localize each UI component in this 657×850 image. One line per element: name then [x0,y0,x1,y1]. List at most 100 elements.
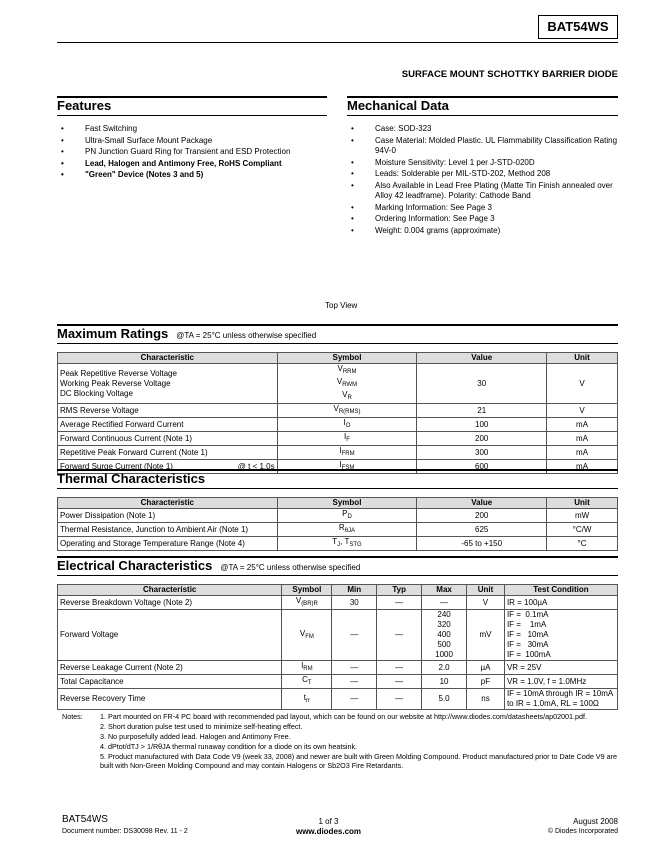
thermal-heading: Thermal Characteristics [57,471,618,489]
table-row: Power Dissipation (Note 1) PD 200 mW [57,508,618,523]
feature-item: PN Junction Guard Ring for Transient and… [57,147,327,158]
symbol-subscript: O [345,423,351,429]
unit-cell: mW [546,508,618,523]
min-cell: — [331,609,378,661]
unit-cell: pF [466,674,505,689]
symbol-cell: RθJA [276,522,418,537]
max-ratings-condition: @TA = 25°C unless otherwise specified [176,331,317,340]
footer-docnum: Document number: DS30098 Rev. 11 - 2 [62,828,188,835]
characteristic-cell: Reverse Recovery Time [56,688,283,710]
symbol-subscript: RRM [342,369,357,375]
feature-item: Ultra-Small Surface Mount Package [57,136,327,147]
column-header: Typ [376,584,423,596]
footer-page: 1 of 3 [318,817,339,826]
symbol-cell: TJ, TSTG [276,536,418,551]
characteristic-text: Peak Repetitive Reverse Voltage [60,368,177,378]
unit-cell: mA [546,431,618,446]
thermal-section: Thermal Characteristics Characteristic Sy… [57,469,618,551]
characteristic-text: Forward Continuous Current (Note 1) [60,433,193,443]
symbol-main: V [333,404,339,413]
table-row: Peak Repetitive Reverse Voltage Working P… [57,363,618,404]
characteristic-cell: Repetitive Peak Forward Current (Note 1) [57,445,278,460]
max-value: 1000 [435,650,453,659]
table-row: Reverse Leakage Current (Note 2) IRM — —2.0… [56,660,619,675]
table-header-row: Characteristic Symbol Min Typ Max Unit Test Co… [56,584,619,596]
mechanical-item: Moisture Sensitivity: Level 1 per J-STD-… [347,158,618,169]
typ-cell: — [376,595,423,610]
mechanical-item: Weight: 0.004 grams (approximate) [347,226,618,237]
symbol-main: I [339,446,342,455]
typ-cell: — [376,674,423,689]
symbol-subscript: RWM [342,382,358,388]
typ-cell: — [376,660,423,675]
column-header: Symbol [276,352,418,364]
footer-copyright: © Diodes Incorporated [547,828,618,835]
characteristic-text: Operating and Storage Temperature Range … [60,538,245,548]
symbol-subscript: rr [305,697,310,704]
value-cell: 21 [416,403,548,418]
table-row: Thermal Resistance, Junction to Ambient … [57,522,618,537]
characteristic-cell: Forward Voltage [56,609,283,661]
symbol-cell: trr [281,688,333,710]
min-cell: — [331,660,378,675]
symbol-cell: PD [276,508,418,523]
max-value: 320 [437,620,451,629]
symbol-main: , T [340,537,350,546]
unit-cell: µA [466,660,505,675]
min-cell: — [331,688,378,710]
symbol-main: I [301,661,304,670]
symbol-main: t [303,692,306,702]
test-condition-cell: IF = 10mA through IR = 10mA to IR = 1.0mA… [503,688,619,710]
footer-url[interactable]: www.diodes.com [295,827,362,836]
feature-item: Lead, Halogen and Antimony Free, RoHS Co… [57,159,327,170]
test-condition: IF = 30mA [506,640,549,649]
column-header: Min [331,584,378,596]
table-row: Reverse Recovery Time trr — —5.0 ns IF = 10mA… [56,688,619,710]
symbol-main: I [339,460,342,469]
max-cell: 240 320 400 500 1000 [421,609,468,661]
symbol-subscript: STG [349,542,362,548]
unit-cell: °C/W [546,522,618,537]
mechanical-item: Ordering Information: See Page 3 [347,214,618,225]
mechanical-list: Case: SOD-323Case Material: Molded Plast… [347,124,618,236]
symbol-main: V [336,377,343,386]
symbol-main: V [337,364,343,373]
test-condition: to IR = 1.0mA, RL = 100Ω [506,699,599,708]
column-header: Characteristic [56,584,283,596]
max-cell: 5.0 [421,688,468,710]
symbol-cell: CT [281,674,333,689]
max-ratings-heading: Maximum Ratings [57,326,169,341]
mechanical-item: Case: SOD-323 [347,124,618,135]
electrical-section: Electrical Characteristics @TA = 25°C unl… [56,556,619,710]
note-item: 3. No purposefully added lead. Halogen a… [100,732,291,741]
table-row: RMS Reverse Voltage VR(RMS) 21 V [57,403,618,418]
characteristic-cell: Peak Repetitive Reverse Voltage Working P… [57,363,278,404]
column-header: Characteristic [57,352,278,364]
features-list: Fast SwitchingUltra-Small Surface Mount … [57,124,327,181]
characteristic-text: Repetitive Peak Forward Current (Note 1) [60,447,208,457]
symbol-main: P [342,509,348,518]
test-condition: IF = 0.1mA [506,610,549,619]
max-cell: 10 [421,674,468,689]
document-subtitle: SURFACE MOUNT SCHOTTKY BARRIER DIODE [401,69,618,80]
test-condition: IF = 1mA [506,620,547,629]
characteristic-cell: Total Capacitance [56,674,283,689]
header-divider [57,42,618,43]
column-header: Symbol [276,497,418,509]
symbol-subscript: J [337,542,341,548]
max-value: 240 [437,610,451,619]
value-cell: 30 [416,363,548,404]
column-header: Unit [546,352,618,364]
value-cell: 200 [416,508,548,523]
column-header: Max [421,584,468,596]
symbol-cell: IF [276,431,418,446]
symbol-main: C [302,675,308,684]
test-condition-cell: IF = 0.1mA IF = 1mA IF = 10mA IF = 30mA IF =… [503,609,619,661]
table-header-row: Characteristic Symbol Value Unit [57,497,618,509]
symbol-subscript: T [307,680,312,686]
unit-cell: mA [546,417,618,432]
characteristic-cell: RMS Reverse Voltage [57,403,278,418]
note-item: 1. Part mounted on FR-4 PC board with re… [100,712,588,721]
electrical-heading: Electrical Characteristics [57,558,213,573]
column-header: Test Condition [503,584,619,596]
